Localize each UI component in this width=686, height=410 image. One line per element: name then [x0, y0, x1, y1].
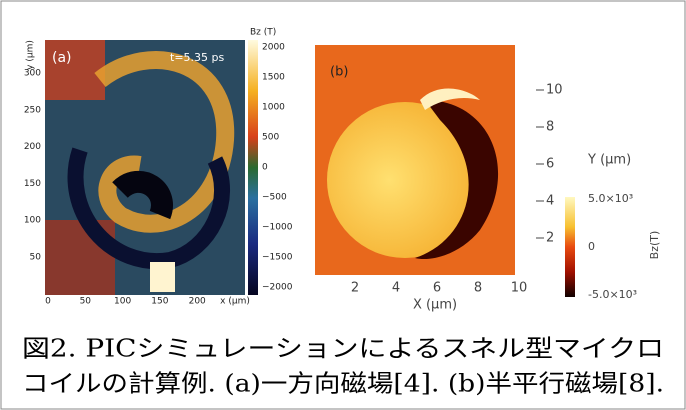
caption-line: コイルの計算例. (a)一方向磁場[4]. (b)半平行磁場[8].	[22, 370, 664, 398]
colorbar-tick-label: 5.0×10³	[588, 192, 633, 205]
y-tick-label: 250	[24, 105, 41, 115]
colorbar-tick-label: -5.0×10³	[588, 288, 637, 301]
y-tick-label: 2	[546, 231, 554, 246]
x-tick-label: 0	[45, 297, 51, 307]
x-tick-label: 8	[474, 281, 482, 296]
caption-line: 図2. PICシミュレーションによるスネル型マイクロ	[22, 335, 664, 363]
x-axis-label: x (μm)	[220, 297, 250, 307]
x-tick-label: 2	[351, 281, 359, 296]
x-tick-label: 150	[151, 297, 168, 307]
x-tick-label: 100	[114, 297, 131, 307]
x-tick-label: 50	[80, 297, 92, 307]
y-tick-label: 50	[30, 253, 42, 263]
y-tick-label: 300	[24, 69, 41, 79]
colorbar-tick-label: 0	[588, 240, 595, 253]
colorbar-tick-label: 0	[262, 163, 268, 173]
x-tick-label: 200	[189, 297, 206, 307]
colorbar-tick-label: 1000	[262, 103, 285, 113]
colorbar-tick-label: 2000	[262, 43, 285, 53]
figure: (a) t=5.35 ps Bz (T) y (μm) x (μm) 0 50 10…	[0, 0, 686, 410]
colorbar-tick-label: 1500	[262, 73, 285, 83]
y-tick-label: 200	[24, 142, 41, 152]
colorbar-tick-label: −500	[262, 193, 287, 203]
colorbar-tick-label: −2000	[262, 283, 293, 293]
y-tick-label: 4	[546, 194, 554, 209]
y-tick-label: 10	[546, 83, 563, 98]
y-axis-label: y (μm)	[26, 40, 36, 70]
x-tick-label: 6	[433, 281, 441, 296]
time-label: t=5.35 ps	[170, 51, 225, 64]
panel-label: (a)	[52, 50, 72, 66]
panel-b: (b) Y (μm) X (μm) Bz(T) 2 4 6 8 10 10 8 6 4 2 5.0×…	[315, 45, 661, 313]
panel-a: (a) t=5.35 ps Bz (T) y (μm) x (μm) 0 50 10…	[24, 28, 293, 307]
x-tick-label: 10	[511, 281, 528, 296]
y-tick-label: 6	[546, 157, 554, 172]
x-axis-label: X (μm)	[413, 298, 457, 313]
colorbar-tick-label: −1000	[262, 223, 293, 233]
colorbar-label: Bz(T)	[648, 231, 661, 260]
colorbar-tick-label: −1500	[262, 253, 293, 263]
colorbar-tick-label: 500	[262, 133, 279, 143]
panel-label: (b)	[330, 65, 348, 80]
y-tick-label: 100	[24, 216, 41, 226]
y-axis-label: Y (μm)	[587, 153, 631, 168]
y-tick-label: 150	[24, 179, 41, 189]
colorbar-label: Bz (T)	[250, 28, 276, 38]
x-tick-label: 4	[392, 281, 400, 296]
colorbar	[565, 197, 575, 297]
y-tick-label: 8	[546, 120, 554, 135]
colorbar	[248, 40, 258, 295]
